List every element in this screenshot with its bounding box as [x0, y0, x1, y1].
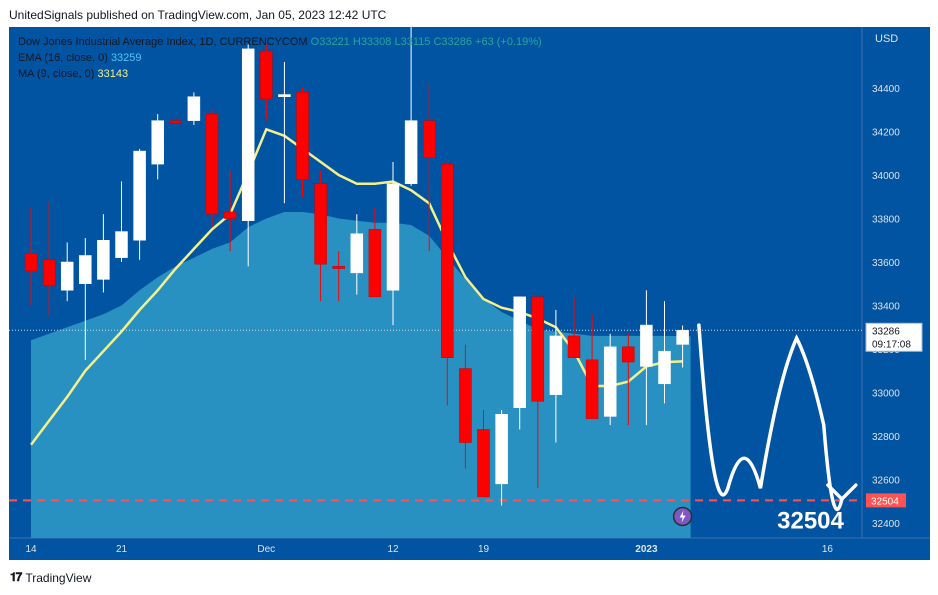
y-tick-label: 33000 [872, 389, 900, 400]
x-tick-label: 19 [478, 544, 490, 555]
x-tick-label: 21 [116, 544, 128, 555]
lightning-icon-glyph [679, 510, 686, 523]
candle-body [60, 261, 74, 291]
legend-ma-row: MA (9, close, 0) 33143 [18, 66, 542, 82]
legend-ema-row: EMA (16, close, 0) 33259 [18, 50, 542, 66]
y-tick-label: 34000 [872, 171, 900, 182]
candle-body [314, 183, 327, 265]
x-tick-label: 12 [387, 544, 399, 555]
projection-arrowhead [826, 483, 858, 501]
projection-curve [697, 323, 844, 512]
chart-legend: Dow Jones Industrial Average Index, 1D, … [18, 34, 542, 82]
y-tick-label: 33400 [872, 302, 900, 313]
y-tick-label: 33600 [872, 258, 900, 269]
candle-body [115, 231, 128, 258]
current-price-label: 33286 [872, 326, 900, 337]
ma-value: 33143 [97, 68, 129, 80]
candle-body [332, 266, 345, 269]
candle-body [585, 359, 599, 419]
candle-body [622, 346, 635, 363]
y-tick-label: 32400 [872, 519, 900, 530]
price-axis-panel [862, 27, 930, 560]
target-big-label: 32504 [777, 507, 844, 534]
countdown-label: 09:17:08 [872, 339, 911, 350]
candlestick-chart[interactable]: 3250432400326003280033000332003340033600… [9, 27, 930, 560]
axis-unit-label: USD [875, 33, 899, 45]
candle-body [603, 346, 617, 417]
candle-body [187, 96, 201, 121]
candle-body [151, 120, 164, 165]
candle-body [549, 335, 563, 395]
chart-panel[interactable]: 3250432400326003280033000332003340033600… [9, 27, 930, 560]
x-tick-label: 2023 [635, 544, 658, 555]
x-tick-label: Dec [257, 544, 275, 555]
y-tick-label: 34200 [872, 128, 900, 139]
ema-label: EMA (16, close, 0) [18, 52, 108, 64]
candle-body [296, 92, 309, 180]
candle-body [260, 50, 273, 100]
candle-body [169, 120, 183, 124]
candle-body [531, 296, 545, 402]
candle-body [477, 429, 490, 498]
candle-body [441, 163, 454, 358]
candle-body [79, 255, 92, 285]
candle-body [422, 120, 436, 158]
publish-header: UnitedSignals published on TradingView.c… [9, 8, 386, 22]
candle-body [676, 330, 689, 345]
ma-label: MA (9, close, 0) [18, 68, 95, 80]
symbol-title: Dow Jones Industrial Average Index, 1D, … [18, 36, 308, 48]
x-tick-label: 16 [822, 544, 834, 555]
tradingview-logo-icon: 𝟏𝟕 [10, 570, 22, 584]
legend-symbol-row: Dow Jones Industrial Average Index, 1D, … [18, 34, 542, 50]
legend-change: +63 (+0.19%) [475, 36, 542, 48]
y-tick-label: 34400 [872, 84, 900, 95]
published-text: UnitedSignals published on TradingView.c… [9, 8, 387, 22]
x-tick-label: 14 [25, 544, 37, 555]
footer-brand-text: TradingView [25, 570, 92, 585]
candle-body [658, 350, 671, 385]
legend-ohlc: O33221 H33308 L33115 C33286 +63 (+0.19%) [310, 36, 542, 48]
candle-body [241, 48, 255, 221]
candle-body [368, 229, 382, 298]
candle-body [223, 211, 237, 219]
candle-body [640, 324, 653, 367]
candle-body [513, 296, 526, 408]
ema-16-area [31, 212, 691, 538]
y-tick-label: 33800 [872, 215, 900, 226]
target-price-tag [866, 493, 906, 508]
candle-body [278, 94, 291, 97]
candle-body [567, 335, 581, 358]
current-price-tag [865, 322, 923, 352]
candle-body [42, 259, 56, 287]
y-tick-label: 32800 [872, 432, 900, 443]
candle-body [386, 183, 400, 291]
candle-body [205, 113, 219, 215]
candle-body [495, 414, 508, 485]
target-price-label: 32504 [871, 496, 899, 507]
candle-body [350, 233, 364, 274]
y-tick-label: 32600 [872, 476, 900, 487]
candle-body [24, 253, 38, 271]
candle-body [459, 368, 472, 443]
candle-body [404, 120, 418, 184]
candle-body [133, 150, 146, 241]
ema-value: 33259 [110, 52, 142, 64]
candle-body [97, 240, 110, 280]
footer-brand: 𝟏𝟕 TradingView [10, 570, 91, 585]
